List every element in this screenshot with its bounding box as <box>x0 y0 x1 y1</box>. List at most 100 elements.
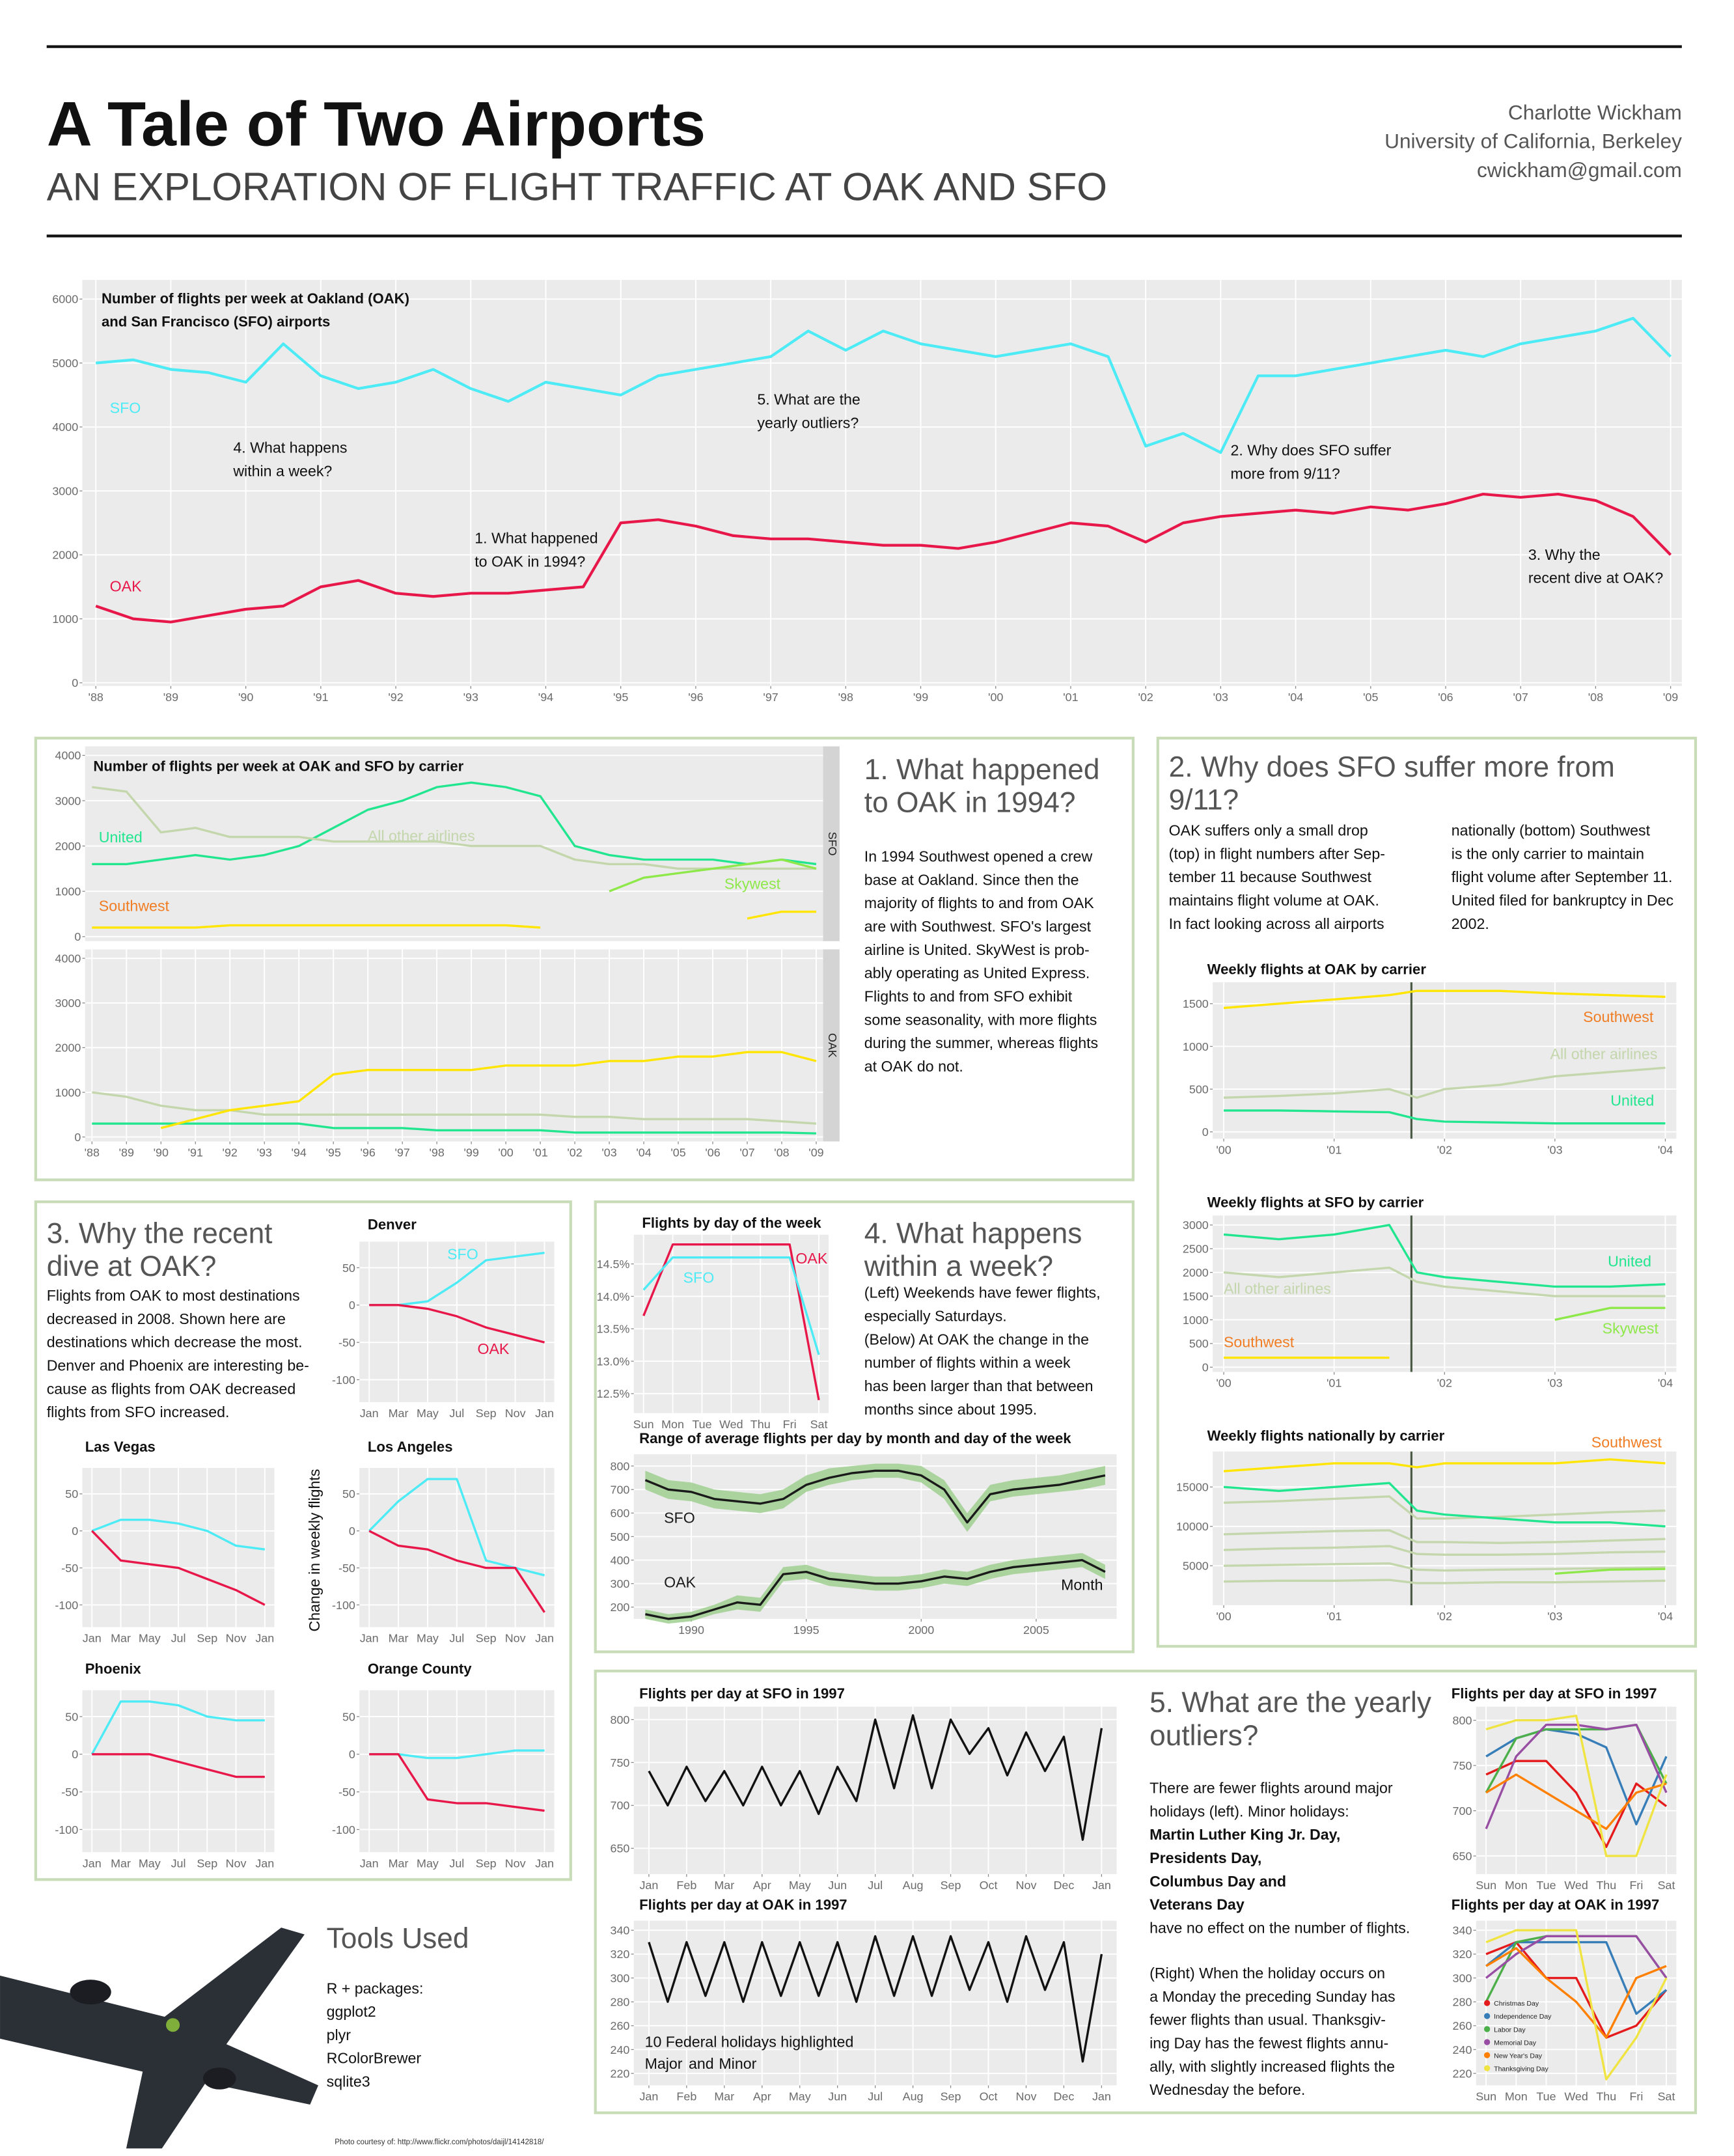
y-tick-label: 320 <box>1453 1948 1472 1961</box>
x-tick-label: Jan <box>535 1857 554 1870</box>
chart-title: Los Angeles <box>368 1439 453 1455</box>
y-tick-label: 3000 <box>55 997 81 1010</box>
chart: 650 700 750 800 Jan Feb Mar Apr May Jun Jul Aug Sep O… <box>611 1685 1117 1892</box>
y-tick-label: 600 <box>611 1507 630 1520</box>
series-line <box>91 1530 266 1606</box>
legend-swatch <box>1483 2065 1491 2071</box>
shared-y-axis-label: Change in weekly flights <box>306 1469 323 1632</box>
series-label: United <box>99 829 143 846</box>
y-tick-label: 260 <box>611 2019 630 2032</box>
x-tick-label: Nov <box>226 1632 247 1645</box>
x-tick-label: Sep <box>941 2090 961 2103</box>
y-tick-label: 800 <box>1453 1714 1472 1727</box>
y-tick-label: 2500 <box>1183 1243 1209 1256</box>
series-line <box>1485 1947 1667 2039</box>
x-tick-label: Aug <box>903 1879 924 1892</box>
x-tick-label: Thu <box>1596 2090 1616 2103</box>
series-line <box>90 1700 265 1755</box>
chart-title: Flights by day of the week <box>642 1215 821 1231</box>
chart: 0 500 1000 1500 '00 '01 '02 '03 '04 Southwest All … <box>1183 961 1677 1156</box>
chart: 0 1000 2000 3000 4000 5000 6000 '88 '89 '90 '91 '92… <box>52 279 1682 704</box>
y-tick-label: -100 <box>55 1599 78 1612</box>
chart: 220 240 260 280 300 320 340 Jan Feb Mar Apr May Jun J… <box>611 1897 1117 2103</box>
x-tick-label: Sun <box>633 1418 654 1431</box>
section-body: holidays (left). Minor holidays: <box>1149 1803 1349 1819</box>
section-title: 5. What are the yearly <box>1149 1687 1432 1719</box>
chart-title: Weekly flights nationally by carrier <box>1207 1428 1445 1444</box>
x-tick-label: May <box>139 1857 161 1870</box>
legend-label: Thanksgiving Day <box>1494 2065 1548 2073</box>
series-label: United <box>1608 1252 1651 1269</box>
x-tick-label: Mar <box>111 1857 131 1870</box>
range-band <box>645 1553 1105 1624</box>
annotation: Month <box>1061 1577 1103 1594</box>
annotation: and <box>689 2055 714 2072</box>
x-tick-label: '00 <box>988 691 1003 704</box>
series-line <box>1224 1495 1666 1520</box>
x-tick-label: '01 <box>532 1146 547 1159</box>
section-body: Wednesday the before. <box>1149 2081 1305 2098</box>
x-tick-label: May <box>789 2090 811 2103</box>
y-tick-label: 50 <box>342 1710 355 1723</box>
x-tick-label: Mar <box>714 1879 734 1892</box>
section-title: 1. What happened <box>864 754 1100 786</box>
y-tick-label: -100 <box>55 1823 78 1836</box>
series-label: All other airlines <box>1550 1045 1658 1062</box>
section-title: 2. Why does SFO suffer more from <box>1169 751 1615 783</box>
x-tick-label: '03 <box>1213 691 1228 704</box>
section-body: during the summer, whereas flights <box>864 1034 1098 1051</box>
x-tick-label: Nov <box>505 1407 526 1420</box>
section-body: some seasonality, with more flights <box>864 1011 1097 1028</box>
chart-title: Denver <box>368 1216 417 1232</box>
chart-title: Number of flights per week at Oakland (O… <box>102 290 409 307</box>
y-tick-label: 0 <box>1202 1126 1209 1139</box>
y-tick-label: 340 <box>1453 1924 1472 1937</box>
x-tick-label: '92 <box>388 691 403 704</box>
y-tick-label: 13.5% <box>597 1323 630 1336</box>
chart: -100 -50 0 50 Jan Mar May Jul Sep Nov Jan Las Vegas <box>55 1439 275 1645</box>
poster-title: A Tale of Two Airports <box>47 88 706 159</box>
y-tick-label: 50 <box>342 1487 355 1500</box>
section-title: 9/11? <box>1169 784 1239 816</box>
series-line <box>1224 1562 1666 1572</box>
section-body: (top) in flight numbers after Sep- <box>1169 845 1385 862</box>
y-tick-label: 4000 <box>52 421 78 434</box>
x-tick-label: Fri <box>1629 1879 1643 1892</box>
airplane-photo <box>0 1928 318 2149</box>
x-tick-label: '91 <box>188 1146 203 1159</box>
x-tick-label: Aug <box>903 2090 924 2103</box>
panel-border <box>594 1200 1135 1653</box>
series-label: Southwest <box>99 897 170 914</box>
y-tick-label: 300 <box>1453 1972 1472 1985</box>
series-label: OAK <box>477 1340 509 1357</box>
section-title: 4. What happens <box>864 1217 1082 1249</box>
x-tick-label: Fri <box>1629 2090 1643 2103</box>
x-tick-label: '88 <box>89 691 103 704</box>
y-tick-label: 50 <box>65 1487 78 1500</box>
series-label: SFO <box>664 1509 695 1526</box>
y-tick-label: 1000 <box>1183 1040 1209 1053</box>
x-tick-label: '04 <box>1658 1377 1673 1390</box>
chart-title: Flights per day at OAK in 1997 <box>639 1897 847 1913</box>
section-body: (Left) Weekends have fewer flights, <box>864 1284 1101 1301</box>
chart: 0 1000 2000 3000 4000 '88 '89 '90 '91 '92 '93 '94 '9… <box>55 949 840 1159</box>
x-tick-label: '00 <box>1216 1610 1231 1623</box>
x-tick-label: '00 <box>1216 1377 1231 1390</box>
y-tick-label: 280 <box>611 1995 630 2008</box>
annotation: recent dive at OAK? <box>1528 570 1663 587</box>
author-affiliation: University of California, Berkeley <box>1384 130 1682 153</box>
section-body: tember 11 because Southwest <box>1169 868 1372 885</box>
y-tick-label: -50 <box>61 1562 78 1575</box>
x-tick-label: Sun <box>1476 2090 1496 2103</box>
x-tick-label: Wed <box>1564 2090 1588 2103</box>
section-body: flight volume after September 11. <box>1452 868 1673 885</box>
x-tick-label: May <box>789 1879 811 1892</box>
series-line <box>645 1558 1106 1620</box>
series-line <box>92 781 817 866</box>
series-line <box>92 1753 265 1778</box>
series-label: SFO <box>110 399 141 416</box>
y-tick-label: 5000 <box>1183 1560 1209 1573</box>
y-tick-label: 0 <box>349 1299 355 1312</box>
y-tick-label: 50 <box>342 1262 355 1275</box>
